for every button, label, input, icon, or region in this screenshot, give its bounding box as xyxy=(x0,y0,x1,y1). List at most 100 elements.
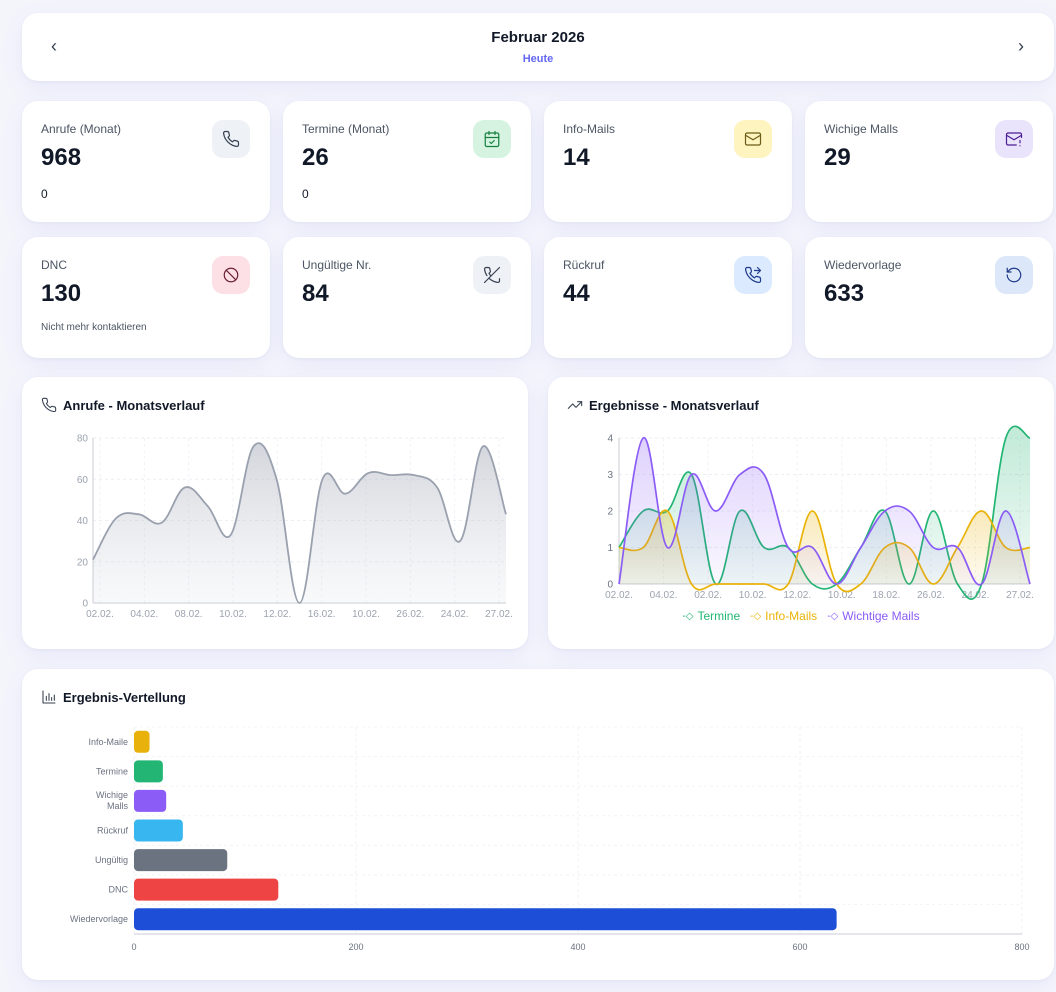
calls-line xyxy=(92,442,507,604)
series-line-2 xyxy=(618,437,1031,586)
category-label: Info-Maile xyxy=(88,737,128,747)
stat-value: 84 xyxy=(302,280,329,307)
x-tick-label: 02.02. xyxy=(694,590,722,601)
y-tick-label: 40 xyxy=(77,516,89,527)
bar xyxy=(134,819,183,842)
results-chart-title-text: Ergebnisse - Monatsverlauf xyxy=(589,397,759,413)
bar xyxy=(134,908,837,931)
stat-label: Wichige Malls xyxy=(824,122,899,136)
bar xyxy=(134,878,279,901)
legend-marker-icon: -◇ xyxy=(682,610,694,622)
rotate-icon xyxy=(995,256,1033,294)
stat-label: DNC xyxy=(41,258,67,272)
stat-card: Anrufe (Monat) 968 0 xyxy=(22,101,270,222)
series-area-2 xyxy=(619,437,1030,585)
mail-alert-icon xyxy=(995,120,1033,158)
month-header: ‹ Februar 2026 Heute › xyxy=(22,13,1054,81)
x-tick-label: 26.02. xyxy=(396,609,424,620)
bar xyxy=(134,760,163,783)
y-tick-label: 3 xyxy=(607,470,613,481)
legend-item[interactable]: -◇ Info-Mails xyxy=(750,609,817,623)
bar xyxy=(134,730,150,753)
category-label: Wiedervorlage xyxy=(70,914,128,924)
legend-label: Info-Mails xyxy=(765,609,818,623)
x-tick-label: 800 xyxy=(1014,942,1029,952)
legend-label: Wichtige Mails xyxy=(842,609,920,623)
legend-marker-icon: -◇ xyxy=(827,610,839,622)
bar xyxy=(134,849,228,872)
category-label: DNC xyxy=(109,885,129,895)
bar xyxy=(134,789,167,812)
x-tick-label: 02.02. xyxy=(86,609,114,620)
calls-chart-card: Anrufe - Monatsverlauf 0 20 40 60 80 02.02. 04… xyxy=(22,377,528,649)
legend-item[interactable]: -◇ Termine xyxy=(682,609,740,623)
calls-area-chart: 0 20 40 60 80 02.02. 04.02. 08.02. 10.02. 12.02. 1… xyxy=(77,434,513,621)
distribution-chart-title-text: Ergebnis-Vertellung xyxy=(63,689,186,705)
x-tick-label: 10.02. xyxy=(352,609,380,620)
calendar-check-icon xyxy=(473,120,511,158)
stat-label: Rückruf xyxy=(563,258,605,272)
ban-icon xyxy=(212,256,250,294)
x-tick-label: 600 xyxy=(792,942,807,952)
x-tick-label: 08.02. xyxy=(175,609,203,620)
y-tick-label: 2 xyxy=(607,507,613,518)
y-tick-label: 60 xyxy=(77,475,89,486)
x-tick-label: 27.02. xyxy=(485,609,513,620)
results-chart-title: Ergebnisse - Monatsverlauf xyxy=(567,397,759,413)
y-tick-label: 0 xyxy=(82,599,88,610)
next-month-button[interactable]: › xyxy=(1018,35,1024,56)
x-tick-label: 02.02. xyxy=(605,590,633,601)
phone-icon xyxy=(212,120,250,158)
today-button[interactable]: Heute xyxy=(522,53,554,65)
y-tick-label: 4 xyxy=(607,434,613,445)
y-tick-label: 0 xyxy=(607,580,613,591)
results-chart-card: Ergebnisse - Monatsverlauf 0 1 2 3 4 02.02. 04… xyxy=(548,377,1054,649)
stat-subtext: 0 xyxy=(41,187,48,201)
stat-label: Anrufe (Monat) xyxy=(41,122,122,136)
stat-label: Wiedervorlage xyxy=(824,258,902,272)
x-tick-label: 200 xyxy=(348,942,363,952)
stat-card: Termine (Monat) 26 0 xyxy=(283,101,531,222)
stat-subtext: Nicht mehr kontaktieren xyxy=(41,322,147,333)
stat-card: Wiedervorlage 633 xyxy=(805,237,1053,358)
stat-label: Termine (Monat) xyxy=(302,122,390,136)
legend-item[interactable]: -◇ Wichtige Mails xyxy=(827,609,919,623)
category-label: Malls xyxy=(107,801,129,811)
x-tick-label: 04.02. xyxy=(650,590,678,601)
x-tick-label: 12.02. xyxy=(783,590,811,601)
x-tick-label: 27.02. xyxy=(1006,590,1034,601)
y-tick-label: 20 xyxy=(77,557,89,568)
stat-value: 968 xyxy=(41,144,82,171)
calls-area-fill xyxy=(93,443,506,603)
x-tick-label: 12.02. xyxy=(263,609,291,620)
x-tick-label: 24.02. xyxy=(441,609,469,620)
category-label: Rückruf xyxy=(97,826,129,836)
stat-card: DNC 130 Nicht mehr kontaktieren xyxy=(22,237,270,358)
legend-marker-icon: -◇ xyxy=(750,610,762,622)
distribution-chart-card: Ergebnis-Vertellung 0 200 400 600 800 Info-Ma… xyxy=(22,669,1054,980)
category-label: Ungültig xyxy=(95,855,128,865)
stat-label: Ungültige Nr. xyxy=(302,258,372,272)
stat-card: Ungültige Nr. 84 xyxy=(283,237,531,358)
stat-value: 44 xyxy=(563,280,590,307)
stat-card: Rückruf 44 xyxy=(544,237,792,358)
x-tick-label: 18.02. xyxy=(872,590,900,601)
mail-icon xyxy=(734,120,772,158)
phone-icon xyxy=(41,397,57,413)
stat-value: 14 xyxy=(563,144,590,171)
category-label: Termine xyxy=(96,766,128,776)
category-label: Wichige xyxy=(96,790,128,800)
distribution-bar-chart: 0 200 400 600 800 Info-Maile Termine WichigeMal… xyxy=(70,726,1030,952)
x-tick-label: 10.02. xyxy=(219,609,247,620)
x-tick-label: 16.02. xyxy=(308,609,336,620)
phone-off-icon xyxy=(473,256,511,294)
stat-value: 633 xyxy=(824,280,865,307)
month-title: Februar 2026 xyxy=(491,29,585,46)
x-tick-label: 400 xyxy=(570,942,585,952)
prev-month-button[interactable]: ‹ xyxy=(51,35,57,56)
results-legend: -◇ Termine -◇ Info-Mails -◇ Wichtige Mails xyxy=(548,609,1054,623)
stat-value: 29 xyxy=(824,144,851,171)
stat-subtext: 0 xyxy=(302,187,309,201)
x-tick-label: 04.02. xyxy=(130,609,158,620)
legend-label: Termine xyxy=(697,609,741,623)
